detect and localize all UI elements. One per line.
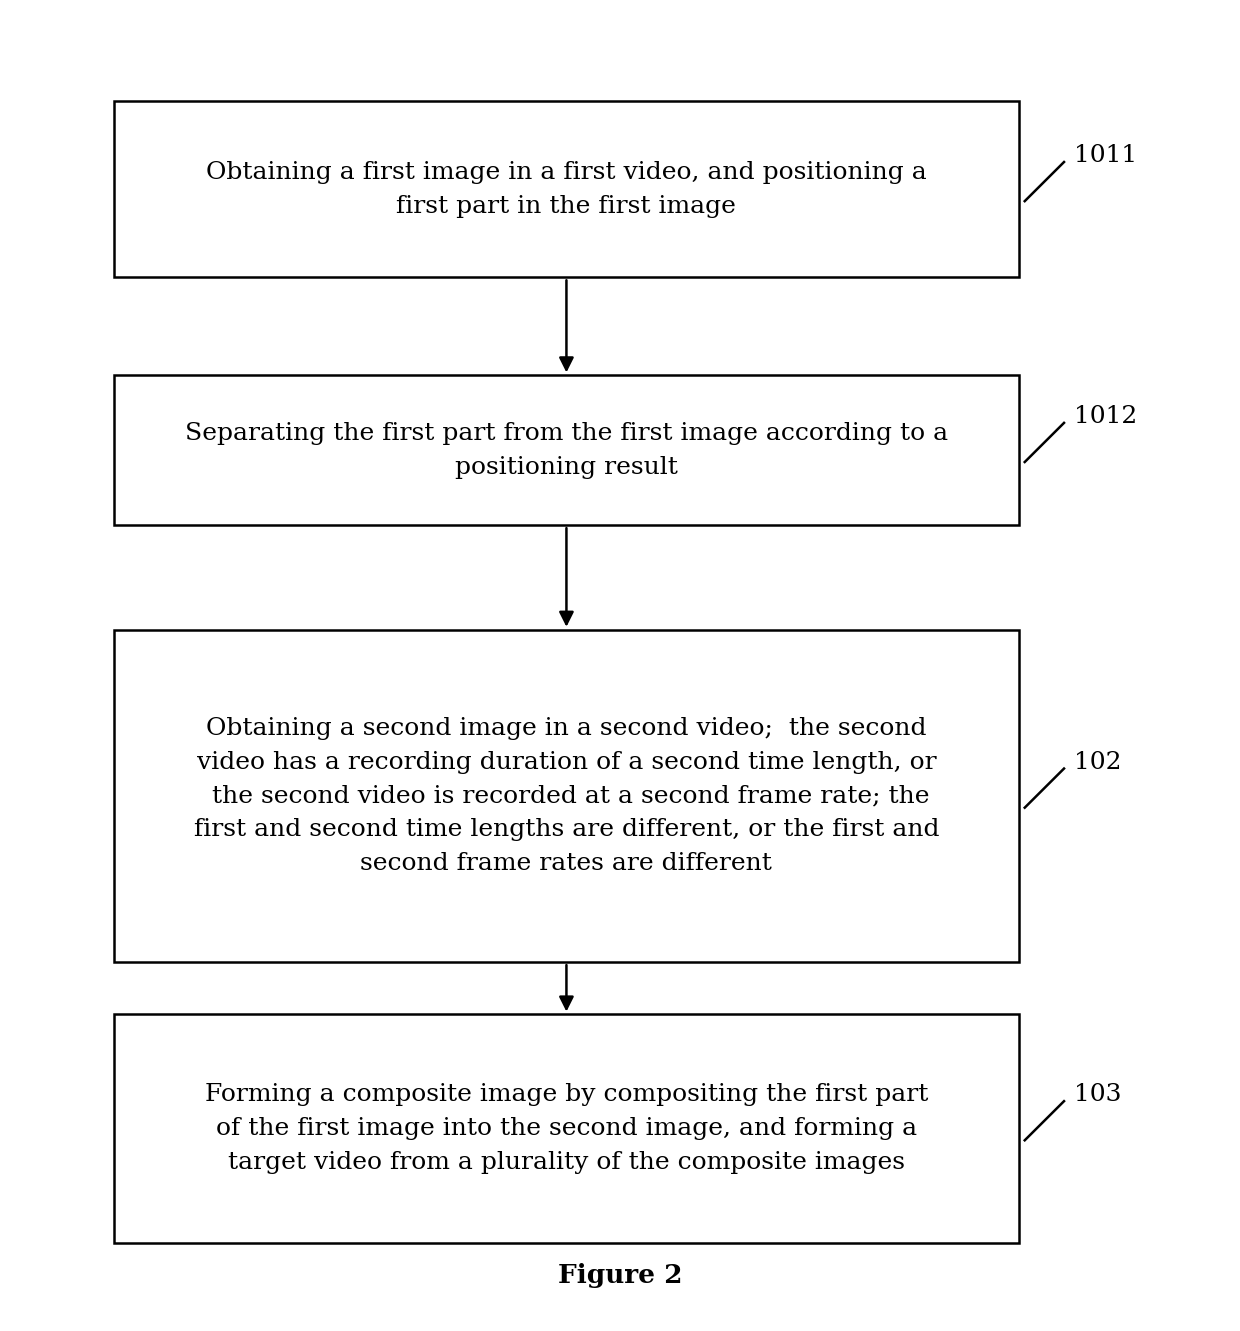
Text: 102: 102 (1074, 751, 1121, 773)
Text: 1012: 1012 (1074, 405, 1137, 427)
Text: 1011: 1011 (1074, 144, 1137, 166)
Text: Obtaining a second image in a second video;  the second
video has a recording du: Obtaining a second image in a second vid… (193, 717, 939, 874)
Text: Figure 2: Figure 2 (558, 1263, 682, 1288)
Text: Forming a composite image by compositing the first part
of the first image into : Forming a composite image by compositing… (205, 1083, 928, 1174)
Text: 103: 103 (1074, 1083, 1121, 1106)
Bar (114, 1014, 1019, 1243)
Bar (114, 101, 1019, 277)
Bar (114, 375, 1019, 526)
Text: Obtaining a first image in a first video, and positioning a
first part in the fi: Obtaining a first image in a first video… (206, 161, 926, 218)
Text: Separating the first part from the first image according to a
positioning result: Separating the first part from the first… (185, 422, 949, 479)
Bar (114, 630, 1019, 962)
